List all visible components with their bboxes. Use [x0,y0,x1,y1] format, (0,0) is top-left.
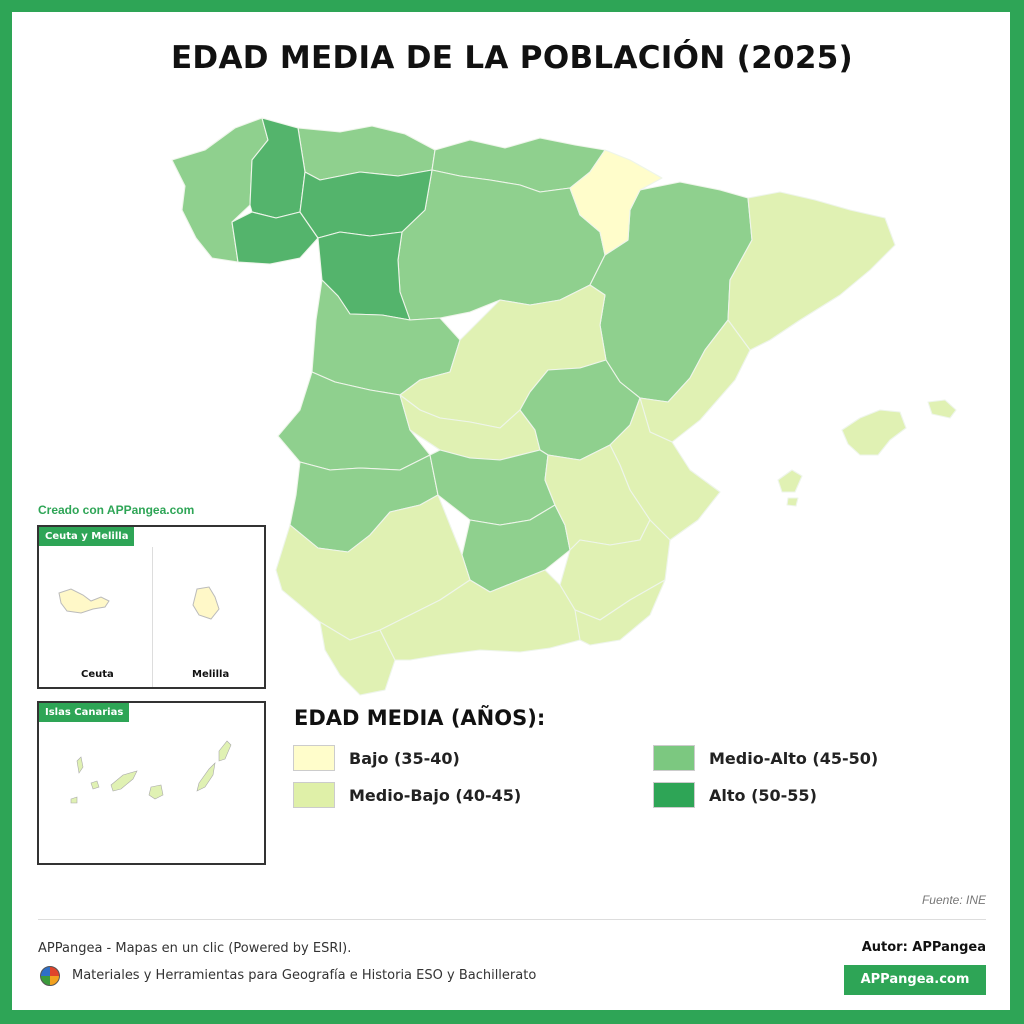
island-gran-canaria [148,784,164,800]
region-almeria [574,579,666,646]
region-menorca [927,399,957,419]
globe-icon [40,966,60,986]
ceuta-melilla-inset: Ceuta y Melilla Ceuta Melilla [37,525,266,689]
site-link-button[interactable]: APPangea.com [844,965,986,995]
region-leon [299,169,433,239]
map-title: EDAD MEDIA DE LA POBLACIÓN (2025) [170,40,854,76]
region-navarra [569,149,663,256]
region-mallorca [841,409,907,456]
source-note: Fuente: INE [921,893,986,907]
legend-label: Bajo (35-40) [349,749,460,768]
island-lanzarote [218,740,232,762]
legend-swatch [293,782,335,808]
island-el-hierro [70,796,78,804]
footer-credit: APPangea - Mapas en un clic (Powered by … [38,941,352,956]
footer-divider [38,919,986,920]
melilla-label: Melilla [192,669,230,680]
author-label: Autor: APPangea [861,940,986,955]
canarias-inset: Islas Canarias [37,701,266,865]
region-galicia-coast [171,117,269,263]
legend-swatch [653,782,695,808]
footer-subtitle: Materiales y Herramientas para Geografía… [72,968,537,983]
legend-title: EDAD MEDIA (AÑOS): [294,706,546,730]
melilla-shape [192,586,220,620]
legend-swatch [653,745,695,771]
created-with-label: Creado con APPangea.com [38,503,195,517]
legend-label: Alto (50-55) [709,786,817,805]
legend-label: Medio-Bajo (40-45) [349,786,522,805]
region-cadiz [319,621,396,696]
island-la-gomera [90,780,100,790]
ceuta-label: Ceuta [81,669,114,680]
region-ibiza [777,469,803,493]
region-formentera [786,497,799,507]
island-la-palma [76,756,84,774]
island-tenerife [110,770,138,792]
legend-label: Medio-Alto (45-50) [709,749,879,768]
region-asturias [297,125,436,181]
island-fuerteventura [196,762,216,792]
canarias-shapes [70,740,232,804]
inset-tag-canarias: Islas Canarias [39,703,130,722]
region-ciudad-real [429,449,556,526]
inset-tag-ceuta-melilla: Ceuta y Melilla [39,527,135,546]
ceuta-shape [58,588,110,614]
legend-swatch [293,745,335,771]
inset-divider [152,547,153,687]
region-catalonia [727,191,896,351]
